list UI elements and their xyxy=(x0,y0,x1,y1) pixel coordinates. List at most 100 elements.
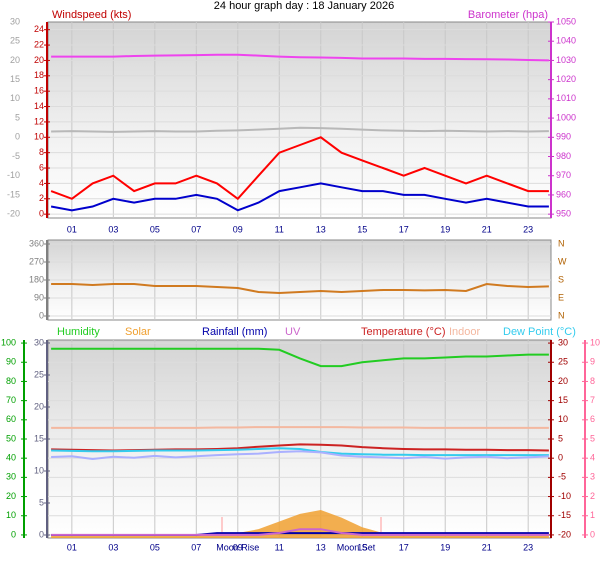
series-line xyxy=(51,126,549,133)
y-tick-label: 100 xyxy=(1,337,16,347)
legend-entry: Dew Point (°C) xyxy=(503,326,576,338)
x-tick-label: 13 xyxy=(316,224,326,234)
y-tick-label: 4 xyxy=(39,178,44,188)
y3-tick-label: -10 xyxy=(558,491,571,501)
y4-tick-label: 4 xyxy=(590,453,595,463)
y2-tick-label: 1040 xyxy=(556,36,576,46)
series-line xyxy=(51,347,549,368)
series-line xyxy=(51,450,549,461)
y2-tick-label: 990 xyxy=(556,132,571,142)
y2-tick-label: S xyxy=(558,274,564,284)
y-tick-label: 10 xyxy=(6,510,16,520)
y-tick-label: 18 xyxy=(34,70,44,80)
y4-tick-label: 6 xyxy=(590,414,595,424)
y3-tick-label: -20 xyxy=(7,209,20,219)
x-tick-label: 09 xyxy=(233,224,243,234)
y-tick-label: 50 xyxy=(6,433,16,443)
y-tick-label: 14 xyxy=(34,101,44,111)
y-tick-label: 6 xyxy=(39,162,44,172)
series-line xyxy=(51,447,549,457)
y2-tick-label: 950 xyxy=(556,209,571,219)
y3-tick-label: 10 xyxy=(558,414,568,424)
legend-entry: Indoor xyxy=(449,326,481,338)
y2-tick-label: 970 xyxy=(556,170,571,180)
series-line xyxy=(51,282,549,295)
y3-tick-label: -5 xyxy=(12,151,20,161)
x-tick-label: 03 xyxy=(108,542,118,552)
x-tick-label: 23 xyxy=(523,542,533,552)
y3-tick-label: 30 xyxy=(10,16,20,26)
series-line xyxy=(50,136,549,201)
y3-tick-label: 5 xyxy=(15,112,20,122)
x-tick-label: 07 xyxy=(191,224,201,234)
y3-tick-label: 0 xyxy=(15,132,20,142)
y3-tick-label: 15 xyxy=(558,395,568,405)
y4-tick-label: 2 xyxy=(590,491,595,501)
y-tick-label: 20 xyxy=(34,55,44,65)
y-tick-label: 0 xyxy=(39,209,44,219)
y-axis-label: Windspeed (kts) xyxy=(52,9,131,21)
x-tick-label: 19 xyxy=(440,542,450,552)
x-tick-label: 01 xyxy=(67,224,77,234)
y2-tick-label: 1010 xyxy=(556,93,576,103)
y3-tick-label: 30 xyxy=(558,337,568,347)
y-tick-label: 16 xyxy=(34,86,44,96)
x-tick-label: 11 xyxy=(275,224,284,234)
y-tick-label: 2 xyxy=(39,193,44,203)
y2-tick-label: 980 xyxy=(556,151,571,161)
y3-tick-label: 25 xyxy=(10,36,20,46)
annotation: Moon Rise xyxy=(216,542,259,552)
y3-tick-label: -5 xyxy=(558,472,566,482)
series-line xyxy=(50,182,549,212)
y4-tick-label: 3 xyxy=(590,472,595,482)
y3-tick-label: 25 xyxy=(558,357,568,367)
x-tick-label: 09 xyxy=(233,542,243,552)
marks: 01 03 05 07 09 11 13 15 17 19 21 230246810121416182… xyxy=(1,16,600,552)
y2-tick-label: 0 xyxy=(39,529,44,539)
legend-entry: Temperature (°C) xyxy=(361,326,445,338)
y2-tick-label: 1050 xyxy=(556,16,576,26)
chart-title: 24 hour graph day : 18 January 2026 xyxy=(214,0,394,12)
y2-tick-label: E xyxy=(558,292,564,302)
y-tick-label: 180 xyxy=(29,274,44,284)
y-tick-label: 90 xyxy=(34,292,44,302)
y2-tick-label: W xyxy=(558,256,567,266)
y3-tick-label: 20 xyxy=(558,376,568,386)
y-tick-label: 12 xyxy=(34,116,44,126)
series-area xyxy=(51,509,549,538)
x-tick-label: 17 xyxy=(399,224,409,234)
y-tick-label: 22 xyxy=(34,39,44,49)
y-tick-label: 70 xyxy=(6,395,16,405)
y3-tick-label: 10 xyxy=(10,93,20,103)
y2-tick-label: 960 xyxy=(556,189,571,199)
x-tick-label: 13 xyxy=(316,542,326,552)
y-tick-label: 8 xyxy=(39,147,44,157)
y4-tick-label: 1 xyxy=(590,510,595,520)
x-tick-label: 05 xyxy=(150,542,160,552)
y4-tick-label: 8 xyxy=(590,376,595,386)
y4-tick-label: 5 xyxy=(590,433,595,443)
y3-tick-label: 5 xyxy=(558,433,563,443)
x-tick-label: 23 xyxy=(523,224,533,234)
y3-tick-label: -15 xyxy=(7,189,20,199)
x-tick-label: 01 xyxy=(67,542,77,552)
x-tick-label: 11 xyxy=(275,542,284,552)
y-tick-label: 30 xyxy=(6,472,16,482)
x-tick-label: 05 xyxy=(150,224,160,234)
x-tick-label: 17 xyxy=(399,542,409,552)
y-tick-label: 10 xyxy=(34,132,44,142)
legend-entry: Solar xyxy=(125,326,151,338)
x-tick-label: 15 xyxy=(357,542,367,552)
y2-tick-label: N xyxy=(558,238,565,248)
y-tick-label: 270 xyxy=(29,256,44,266)
y-tick-label: 20 xyxy=(6,491,16,501)
y2-tick-label: 25 xyxy=(34,369,44,379)
y2-tick-label: 20 xyxy=(34,401,44,411)
y3-tick-label: 15 xyxy=(10,74,20,84)
y3-tick-label: -10 xyxy=(7,170,20,180)
x-tick-label: 03 xyxy=(108,224,118,234)
y4-tick-label: 10 xyxy=(590,337,600,347)
y-tick-label: 0 xyxy=(11,529,16,539)
y-tick-label: 90 xyxy=(6,357,16,367)
